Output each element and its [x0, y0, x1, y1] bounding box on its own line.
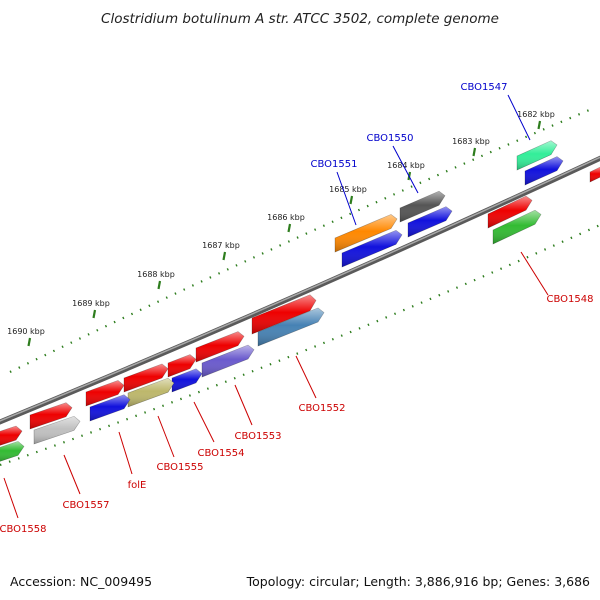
- ruler-tick-label: 1689 kbp: [72, 299, 110, 308]
- gene-reverse-9[interactable]: [251, 294, 317, 335]
- label-leader-line: [295, 355, 317, 399]
- gene-arrow-shading: [172, 368, 202, 392]
- gene-label-cbo1553[interactable]: CBO1553: [235, 431, 282, 442]
- label-leader-line: [507, 94, 531, 141]
- ruler-tick: [27, 337, 32, 347]
- ruler-tick-label: 1686 kbp: [267, 213, 305, 222]
- gene-arrow-shading: [124, 363, 168, 392]
- genome-backbone: [0, 155, 600, 425]
- gene-reverse-6[interactable]: [589, 166, 600, 183]
- gene-cbo1558[interactable]: [0, 441, 25, 462]
- gene-arrow-shading: [128, 378, 174, 407]
- gene-reverse-7[interactable]: [487, 195, 533, 229]
- ruler-tick-label: 1683 kbp: [452, 137, 490, 146]
- label-leader-line: [3, 477, 19, 519]
- gene-label-cbo1552[interactable]: CBO1552: [299, 403, 346, 414]
- gene-label-cbo1554[interactable]: CBO1554: [198, 448, 245, 459]
- gene-forward-1[interactable]: [524, 156, 564, 186]
- genome-backbone-highlight: [0, 156, 600, 422]
- inner-ruler: [0, 223, 600, 467]
- gene-arrow-shading: [342, 230, 402, 267]
- gene-cbo1548[interactable]: [492, 209, 542, 245]
- label-leader-line: [118, 431, 133, 475]
- label-leader-line: [336, 171, 357, 226]
- gene-label-fole[interactable]: folE: [128, 480, 147, 491]
- gene-reverse-13[interactable]: [167, 354, 197, 378]
- label-leader-line: [520, 251, 549, 296]
- gene-arrow-shading: [525, 156, 563, 185]
- ruler-tick-label: 1684 kbp: [387, 161, 425, 170]
- gene-arrow-shading: [34, 416, 80, 444]
- gene-cbo1552[interactable]: [257, 307, 325, 347]
- gene-arrow-shading: [196, 331, 244, 362]
- gene-label-cbo1547[interactable]: CBO1547: [461, 82, 508, 93]
- gene-label-cbo1550[interactable]: CBO1550: [367, 133, 414, 144]
- gene-arrow-shading: [335, 214, 397, 252]
- gene-arrow-shading: [168, 354, 196, 377]
- gene-label-cbo1551[interactable]: CBO1551: [311, 159, 358, 170]
- gene-arrow-shading: [30, 402, 72, 429]
- gene-arrow-shading: [488, 196, 532, 228]
- gene-reverse-17[interactable]: [85, 380, 125, 407]
- ruler-tick: [537, 120, 542, 130]
- accession-text: Accession: NC_009495: [10, 574, 152, 589]
- ruler-tick-label: 1687 kbp: [202, 241, 240, 250]
- gene-fole[interactable]: [89, 394, 131, 422]
- map-title: Clostridium botulinum A str. ATCC 3502, …: [101, 11, 499, 27]
- gene-arrow-shading: [252, 294, 316, 334]
- gene-reverse-15[interactable]: [123, 363, 169, 393]
- gene-arrow-shading: [590, 167, 600, 182]
- gene-reverse-21[interactable]: [0, 425, 23, 446]
- gene-cbo1553[interactable]: [201, 344, 255, 378]
- gene-label-cbo1548[interactable]: CBO1548: [547, 294, 594, 305]
- gene-arrow-shading: [408, 206, 452, 237]
- gene-arrow-shading: [0, 426, 22, 446]
- ruler-tick: [92, 309, 97, 319]
- label-leader-line: [234, 384, 253, 426]
- gene-arrow-shading: [517, 140, 557, 170]
- ruler-tick-label: 1685 kbp: [329, 185, 367, 194]
- ruler-tick-label: 1690 kbp: [7, 327, 45, 336]
- ruler-tick: [287, 223, 292, 233]
- genome-summary-text: Topology: circular; Length: 3,886,916 bp…: [246, 574, 590, 589]
- gene-reverse-19[interactable]: [29, 402, 73, 430]
- ruler-tick: [222, 251, 227, 261]
- gene-label-cbo1555[interactable]: CBO1555: [157, 462, 204, 473]
- ruler-tick: [349, 195, 354, 205]
- label-leader-line: [157, 415, 175, 458]
- gene-arrow-shading: [493, 210, 541, 244]
- gene-arrow-shading: [90, 394, 130, 421]
- label-leader-line: [392, 145, 419, 194]
- ruler-tick: [472, 147, 477, 157]
- gene-arrow-shading: [202, 345, 254, 377]
- gene-arrow-shading: [258, 308, 324, 346]
- gene-arrow-shading: [400, 191, 445, 222]
- gene-label-cbo1558[interactable]: CBO1558: [0, 524, 47, 535]
- gene-forward-3[interactable]: [407, 206, 453, 238]
- gene-reverse-11[interactable]: [195, 331, 245, 363]
- ruler-tick-label: 1688 kbp: [137, 270, 175, 279]
- ruler-tick: [157, 280, 162, 290]
- gene-cbo1557[interactable]: [33, 416, 81, 445]
- gene-cbo1547[interactable]: [516, 140, 558, 171]
- gene-cbo1550[interactable]: [399, 190, 446, 223]
- label-leader-line: [63, 454, 81, 495]
- outer-ruler: [9, 106, 595, 373]
- gene-forward-5[interactable]: [341, 229, 403, 268]
- gene-arrow-shading: [86, 380, 124, 406]
- gene-cbo1551[interactable]: [334, 214, 398, 253]
- gene-label-cbo1557[interactable]: CBO1557: [63, 500, 110, 511]
- gene-arrow-shading: [0, 441, 24, 462]
- label-leader-line: [193, 401, 215, 443]
- gene-cbo1554[interactable]: [171, 368, 203, 393]
- gene-cbo1555[interactable]: [127, 377, 175, 408]
- ruler-tick-label: 1682 kbp: [517, 110, 555, 119]
